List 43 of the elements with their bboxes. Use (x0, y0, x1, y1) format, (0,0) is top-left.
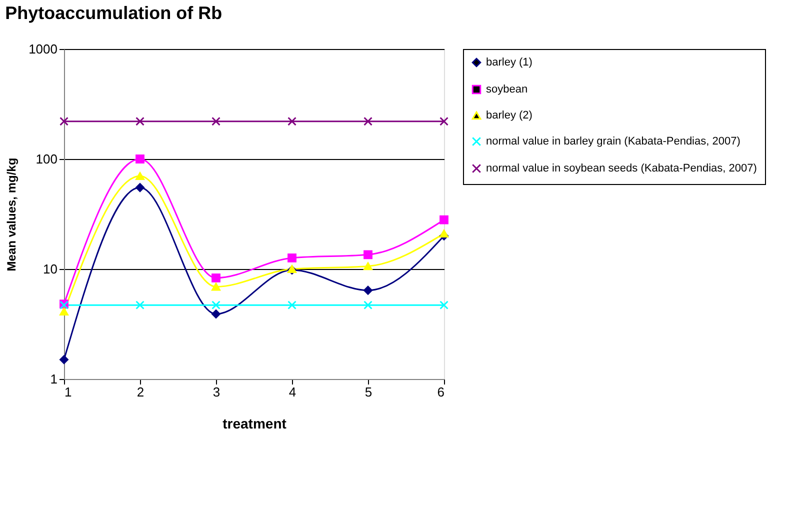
point (364, 286, 372, 295)
legend-label: normal value in soybean seeds (Kabata-Pendias, 2007) (486, 162, 757, 174)
point (364, 300, 372, 310)
point (288, 300, 296, 310)
point (364, 262, 372, 270)
point (212, 310, 220, 318)
legend-label: barley (1) (486, 56, 532, 68)
y-tick-label: 100 (36, 152, 58, 166)
point (440, 116, 448, 126)
x-tick-label: 5 (364, 384, 372, 400)
y-tick-label: 1 (50, 372, 58, 386)
point (136, 116, 144, 126)
point (136, 183, 144, 192)
point (440, 215, 448, 224)
point (212, 273, 220, 282)
point (440, 230, 448, 238)
point (60, 355, 68, 364)
point (440, 300, 448, 310)
x-tick-label: 6 (437, 384, 444, 400)
y-tick-label: 10 (43, 262, 58, 276)
x-tick-label: 4 (288, 384, 296, 400)
point (288, 254, 296, 262)
point (60, 308, 68, 316)
point (364, 250, 372, 260)
point (136, 300, 144, 310)
point (364, 116, 372, 126)
y-axis-title: Mean values, mg/kg (4, 158, 19, 272)
x-tick-label: 1 (64, 384, 72, 400)
point (288, 116, 296, 126)
legend-label: normal value in barley grain (Kabata-Pendias, 2007) (486, 136, 740, 148)
point (212, 282, 220, 291)
x-axis-title: treatment (222, 416, 287, 432)
point (136, 154, 144, 164)
x-tick-label: 3 (212, 384, 220, 400)
point (136, 172, 144, 180)
chart-title: Phytoaccumulation of Rb (5, 3, 222, 23)
point (212, 116, 220, 126)
y-tick-label: 1000 (28, 42, 58, 56)
x-tick-label: 2 (136, 384, 144, 400)
point (60, 116, 68, 126)
point (212, 300, 220, 310)
legend-label: barley (2) (486, 110, 532, 122)
legend-label: soybean (486, 84, 528, 96)
